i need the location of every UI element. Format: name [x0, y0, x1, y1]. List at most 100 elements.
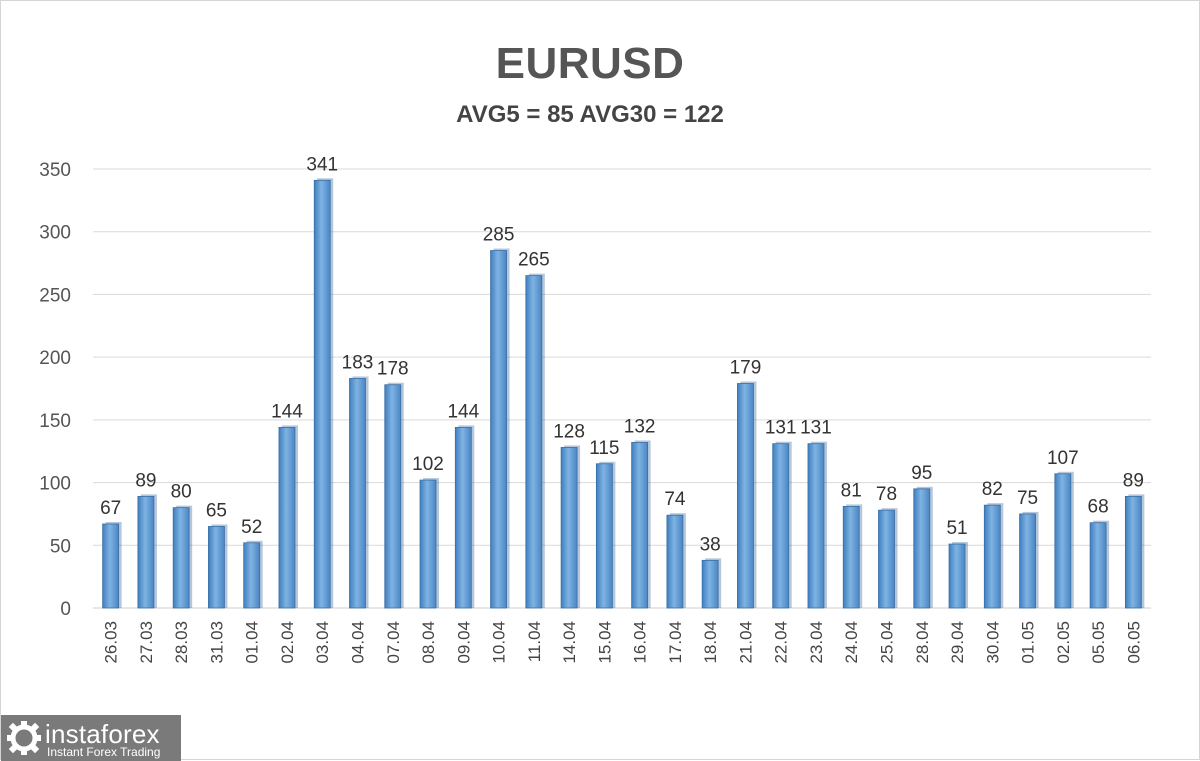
bar: [1124, 495, 1142, 609]
x-tick-label: 11.04: [525, 621, 544, 662]
x-tick-label: 29.04: [948, 621, 967, 664]
y-tick-label: 50: [50, 536, 71, 557]
x-tick-label: 02.05: [1054, 621, 1073, 664]
data-label: 74: [664, 489, 686, 510]
data-label: 52: [241, 517, 262, 538]
data-label: 131: [765, 418, 797, 439]
y-tick-label: 300: [39, 223, 71, 244]
data-label: 51: [946, 518, 967, 539]
data-label: 115: [589, 438, 619, 459]
data-label: 131: [800, 418, 832, 439]
data-label: 81: [841, 480, 862, 501]
bar: [913, 488, 931, 609]
bar: [631, 442, 649, 609]
x-tick-label: 28.04: [913, 621, 932, 664]
x-tick-label: 31.03: [207, 621, 226, 664]
bar: [560, 447, 578, 609]
y-tick-label: 200: [39, 348, 71, 369]
x-tick-label: 08.04: [419, 621, 438, 664]
bar: [243, 542, 261, 609]
y-tick-label: 350: [39, 160, 71, 181]
bar: [1054, 473, 1072, 609]
y-tick-label: 100: [39, 474, 71, 495]
data-label: 341: [306, 154, 338, 175]
data-label: 132: [624, 416, 656, 437]
bar: [102, 523, 120, 609]
bar: [349, 378, 366, 609]
data-label: 75: [1017, 488, 1038, 509]
logo-tagline: Instant Forex Trading: [47, 745, 161, 759]
x-axis-ticks: 26.03 27.03 28.03 31.03 01.04 02.04 03.04 04.04…: [102, 621, 1144, 664]
logo-brand: instaforex: [45, 719, 160, 749]
data-label: 107: [1047, 448, 1079, 469]
x-tick-label: 23.04: [807, 621, 826, 664]
x-tick-label: 09.04: [454, 621, 473, 664]
x-tick-label: 10.04: [490, 621, 509, 664]
bar: [137, 495, 155, 609]
data-label: 82: [982, 479, 1003, 500]
instaforex-logo: instaforex Instant Forex Trading: [1, 715, 181, 761]
bar: [419, 479, 437, 609]
bar: [490, 250, 507, 609]
x-tick-label: 04.04: [349, 621, 368, 664]
x-tick-label: 07.04: [384, 621, 403, 664]
data-label: 178: [377, 359, 409, 380]
x-tick-label: 15.04: [595, 621, 614, 664]
data-label: 183: [342, 352, 374, 373]
data-label: 89: [1123, 470, 1144, 491]
bar: [278, 426, 296, 609]
x-tick-label: 05.05: [1089, 621, 1108, 664]
x-tick-label: 24.04: [842, 621, 861, 664]
x-tick-label: 16.04: [631, 621, 650, 664]
bar: [878, 509, 895, 609]
data-label: 144: [447, 401, 479, 422]
chart-subtitle: AVG5 = 85 AVG30 = 122: [456, 101, 724, 128]
x-tick-label: 28.03: [172, 621, 191, 664]
data-label: 65: [206, 500, 227, 521]
data-label: 179: [730, 357, 762, 378]
x-tick-label: 17.04: [666, 621, 685, 664]
data-label: 102: [412, 454, 444, 475]
x-tick-label: 18.04: [701, 621, 720, 664]
bar: [807, 443, 825, 609]
x-tick-label: 14.04: [560, 621, 579, 664]
x-tick-label: 01.04: [243, 621, 262, 664]
x-tick-label: 26.03: [102, 621, 121, 664]
y-axis-ticks: 0 50 100 150 200 250 300 350: [39, 160, 71, 620]
bar: [313, 179, 331, 609]
bar: [666, 514, 684, 609]
y-tick-label: 250: [39, 285, 71, 306]
data-label: 285: [483, 225, 515, 246]
bar: [172, 507, 190, 609]
x-tick-label: 21.04: [736, 621, 755, 664]
bar: [772, 443, 790, 609]
data-label: 89: [135, 470, 156, 491]
data-label: 67: [100, 498, 121, 519]
x-tick-label: 02.04: [278, 621, 297, 664]
x-tick-label: 30.04: [983, 621, 1002, 664]
bar: [701, 559, 719, 609]
bar-chart: 0 50 100 150 200 250 300 350 67 89 80 65 52 144 341 18…: [39, 154, 1151, 664]
x-tick-label: 01.05: [1019, 621, 1038, 664]
data-label: 78: [876, 484, 897, 505]
bar: [983, 504, 1001, 609]
bar: [454, 426, 472, 609]
bar: [1089, 522, 1107, 609]
bar: [208, 526, 225, 609]
bar: [737, 383, 754, 609]
data-label: 144: [271, 401, 303, 422]
bar: [384, 384, 402, 609]
data-label: 128: [553, 421, 585, 442]
bar: [842, 506, 860, 609]
x-tick-label: 03.04: [313, 621, 332, 664]
y-tick-label: 0: [60, 599, 71, 620]
data-label: 68: [1088, 497, 1109, 518]
data-label: 38: [700, 534, 721, 555]
grid-lines: [93, 168, 1151, 609]
bar: [525, 275, 543, 609]
x-tick-label: 22.04: [772, 621, 791, 664]
bars: [102, 178, 1145, 609]
x-tick-label: 06.05: [1124, 621, 1143, 664]
